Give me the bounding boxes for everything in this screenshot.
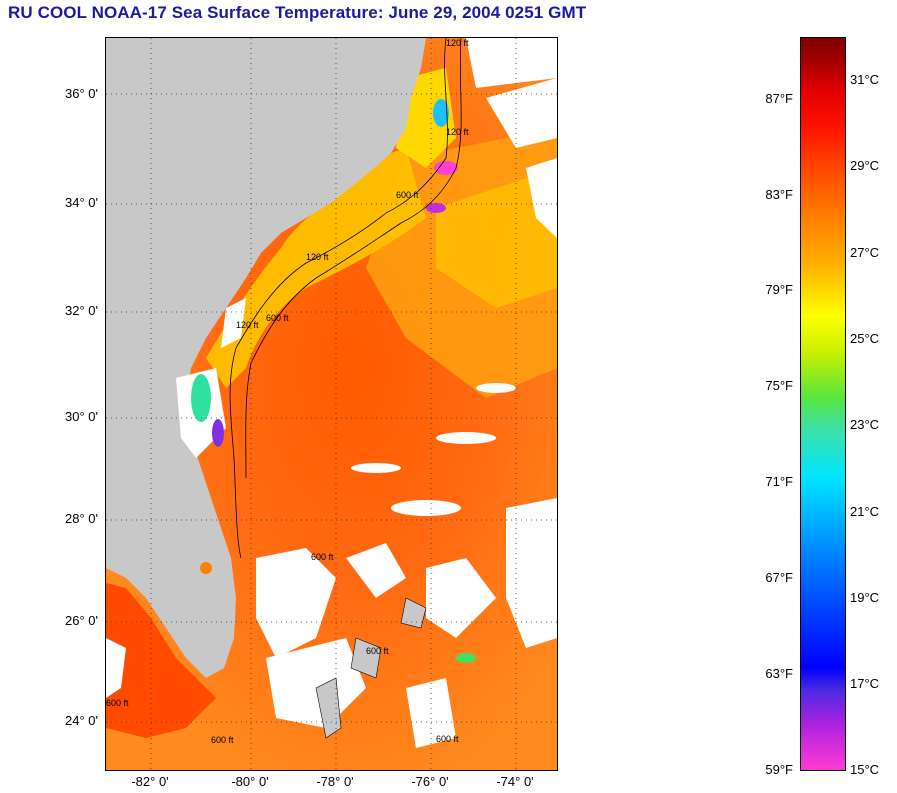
celsius-label: 31°C	[850, 72, 880, 87]
land-mass	[106, 38, 426, 678]
cloud-cover	[106, 38, 557, 748]
longitude-label: -80° 0'	[231, 774, 269, 789]
latitude-label: 24° 0'	[65, 713, 98, 728]
temperature-colorbar	[800, 37, 846, 771]
latitude-label: 36° 0'	[65, 86, 98, 101]
bahamas-islands	[315, 597, 427, 739]
latitude-label: 34° 0'	[65, 195, 98, 210]
latitude-label: 30° 0'	[65, 409, 98, 424]
graticule	[106, 38, 557, 770]
contour-label: 600 ft	[311, 552, 334, 562]
cool-water-northeast-core	[436, 168, 557, 308]
contour-label: 600 ft	[396, 190, 419, 200]
fahrenheit-label: 79°F	[765, 282, 793, 297]
contour-label: 600 ft	[366, 646, 389, 656]
contour-label: 120 ft	[236, 320, 259, 330]
fahrenheit-label: 75°F	[765, 378, 793, 393]
celsius-label: 23°C	[850, 417, 880, 432]
gulf-water	[106, 583, 216, 738]
longitude-label: -74° 0'	[496, 774, 534, 789]
celsius-label: 15°C	[850, 762, 880, 777]
contour-label: 120 ft	[306, 252, 329, 262]
contour-label: 600 ft	[436, 734, 459, 744]
cool-coastal-pixels	[191, 99, 476, 663]
fahrenheit-label: 67°F	[765, 570, 793, 585]
celsius-label: 17°C	[850, 676, 880, 691]
fahrenheit-label: 71°F	[765, 474, 793, 489]
contour-label: 120 ft	[446, 127, 469, 137]
latitude-label: 32° 0'	[65, 303, 98, 318]
contour-label: 600 ft	[106, 698, 129, 708]
depth-contours	[229, 38, 462, 559]
contour-label: 120 ft	[446, 38, 469, 48]
longitude-label: -78° 0'	[316, 774, 354, 789]
celsius-label: 21°C	[850, 504, 880, 519]
celsius-label: 29°C	[850, 158, 880, 173]
contour-label: 600 ft	[211, 735, 234, 745]
fahrenheit-label: 83°F	[765, 187, 793, 202]
latitude-label: 26° 0'	[65, 613, 98, 628]
contour-label: 600 ft	[266, 313, 289, 323]
latitude-label: 28° 0'	[65, 511, 98, 526]
shelf-water	[206, 148, 426, 388]
celsius-label: 19°C	[850, 590, 880, 605]
fahrenheit-label: 63°F	[765, 666, 793, 681]
fahrenheit-label: 59°F	[765, 762, 793, 777]
page-title: RU COOL NOAA-17 Sea Surface Temperature:…	[8, 3, 587, 22]
celsius-label: 27°C	[850, 245, 880, 260]
celsius-label: 25°C	[850, 331, 880, 346]
fahrenheit-label: 87°F	[765, 91, 793, 106]
longitude-label: -76° 0'	[411, 774, 449, 789]
sst-map[interactable]: 120 ft 120 ft 120 ft 600 ft 600 ft 600 f…	[105, 37, 558, 771]
longitude-label: -82° 0'	[131, 774, 169, 789]
